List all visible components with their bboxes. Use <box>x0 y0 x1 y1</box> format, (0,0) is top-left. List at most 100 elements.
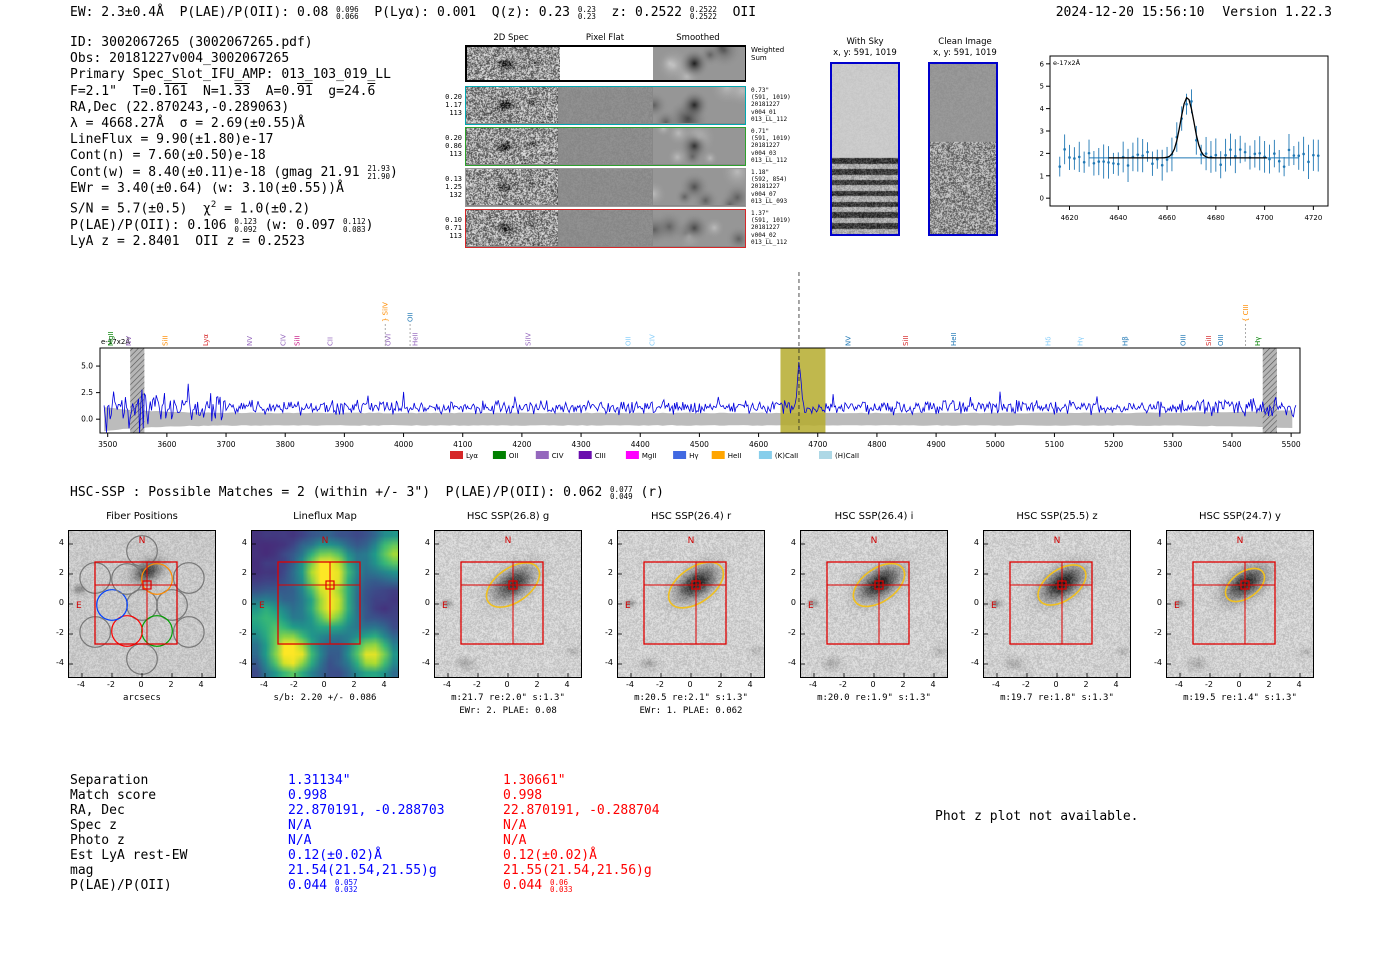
spec2d-row-left-label: 0.13 1.25 132 <box>440 175 462 199</box>
y-tick-label: 0 <box>973 598 979 607</box>
value: 0.20 <box>445 134 462 142</box>
cutout-overlay: NE <box>618 536 752 677</box>
line-fit-svg: 0 1 2 3 4 5 6 4620 4640 4660 4680 4700 4720 e-17x2Å <box>1040 55 1329 222</box>
source-marker-square <box>508 580 518 590</box>
cutout-canvas <box>1167 531 1313 677</box>
y-tick-label: 4 <box>424 538 430 547</box>
spectrum-trace <box>103 362 1297 433</box>
cutout-caption: m:19.5 re:1.4" s:1.3" <box>1183 693 1297 703</box>
value: (591, 1019) <box>751 217 791 225</box>
y-tick-label: 4 <box>1040 105 1045 113</box>
compass-north-label: N <box>1054 536 1061 546</box>
y-tick-label: 5.0 <box>81 362 93 371</box>
spec2d-row-left-label: 0.20 0.86 113 <box>440 134 462 158</box>
y-tick-label: -4 <box>971 658 979 667</box>
extract-aperture-square <box>643 561 727 645</box>
line-marker-label: SiII <box>162 335 170 346</box>
y-tick-label: -4 <box>788 658 796 667</box>
cleanimage-title: Clean Image <box>938 37 992 47</box>
y-tick-label: -4 <box>1154 658 1162 667</box>
source-marker-square <box>1240 580 1250 590</box>
line-marker-label: CIV <box>279 334 287 346</box>
x-tick-label: 5400 <box>1222 440 1241 449</box>
value: (591, 1019) <box>751 94 791 102</box>
info-line: LyA z = 2.8401 OII z = 0.2523 <box>70 233 305 249</box>
line-marker-label: CIV <box>649 334 657 346</box>
value: (592, 854) <box>751 176 788 184</box>
source-marker-square <box>874 580 884 590</box>
info-line: ID: 3002067265 (3002067265.pdf) <box>70 35 313 50</box>
x-tick-label: 4 <box>930 680 936 689</box>
withsky-coords: x, y: 591, 1019 <box>833 48 897 58</box>
line-fit-plot: 0 1 2 3 4 5 6 4620 4640 4660 4680 4700 4720 e-17x2Å <box>1040 48 1350 233</box>
data-point <box>1277 159 1281 163</box>
spec2d-row-right-label: 0.71" (591, 1019) 20181227 v004_03 013_LL_11… <box>751 128 791 164</box>
x-tick-label: 5300 <box>1163 440 1182 449</box>
y-tick-label: -2 <box>605 628 613 637</box>
data-point <box>1316 154 1320 157</box>
data-point <box>1258 151 1262 155</box>
cutout-title: HSC SSP(25.5) z <box>1016 511 1098 522</box>
info-line: S/N = 5.7(±0.5) χ2 = 1.0(±0.2) <box>70 200 311 217</box>
data-point <box>1214 153 1218 157</box>
x-tick-label: 4200 <box>512 440 531 449</box>
cutout-caption2: EWr: 2. PLAE: 0.08 <box>459 706 557 716</box>
x-tick-label: 4720 <box>1304 214 1322 222</box>
compass-north-label: N <box>139 536 146 546</box>
line-marker-label: NV <box>246 336 254 346</box>
match-value: N/A <box>288 833 312 848</box>
spec2d-image <box>467 47 560 80</box>
match-row-label: Match score <box>70 788 157 803</box>
line-marker-label: MgII <box>107 331 115 346</box>
data-point <box>1160 163 1164 167</box>
info-line: λ = 4668.27Å σ = 2.69(±0.55)Å <box>70 116 305 132</box>
x-tick-label: -2 <box>1205 680 1213 689</box>
cutout-panel-fiber: Fiber Positions N E -4 -4 -2 -2 0 0 2 2 4 4 arcsecs <box>56 511 216 730</box>
x-tick-label: 3700 <box>216 440 235 449</box>
legend-label: Lyα <box>466 452 478 460</box>
data-point <box>1199 153 1203 156</box>
fiber-circle <box>141 615 173 647</box>
x-tick-label: 2 <box>351 680 357 689</box>
x-tick-label: 4600 <box>749 440 768 449</box>
compass-east-label: E <box>991 601 997 611</box>
match-row-label: P(LAE)/P(OII) <box>70 878 172 893</box>
compass-north-label: N <box>871 536 878 546</box>
compass-north-label: N <box>688 536 695 546</box>
y-tick-label: 0 <box>607 598 613 607</box>
legend-label: MgII <box>642 452 657 460</box>
source-marker-square <box>691 580 701 590</box>
compass-east-label: E <box>1174 601 1180 611</box>
smoothed-image <box>653 169 745 205</box>
match-value: 1.30661" <box>503 773 566 788</box>
match-value-plae: 0.044 0.06 0.033 <box>503 877 573 894</box>
info-line: Cont(w) = 8.40(±0.11)e-18 (gmag 21.91 21… <box>70 164 398 181</box>
cutout-row: Fiber Positions N E -4 -4 -2 -2 0 0 2 2 4 4 arcsecs Li… <box>0 505 1400 735</box>
y-tick-label: -4 <box>56 658 64 667</box>
info-line: RA,Dec (22.870243,-0.289063) <box>70 99 290 115</box>
y-tick-label: -4 <box>239 658 247 667</box>
cutout-overlay: NE <box>801 536 935 677</box>
x-tick-label: 5200 <box>1104 440 1123 449</box>
cleanimage-coords: x, y: 591, 1019 <box>933 48 997 58</box>
y-tick-label: 4 <box>1156 538 1162 547</box>
info-line: P(LAE)/P(OII): 0.106 0.123 0.092 (w: 0.09… <box>70 217 374 234</box>
y-tick-label: -2 <box>422 628 430 637</box>
line-marker-label: SiIV <box>524 333 532 346</box>
match-value: 21.55(21.54,21.56)g <box>503 863 652 878</box>
cutout-caption: arcsecs <box>123 693 161 703</box>
data-point <box>1146 150 1149 154</box>
cutout-title: HSC SSP(26.4) r <box>650 511 732 522</box>
withsky-panel <box>830 62 900 236</box>
weighted-sum-label: Weighted Sum <box>751 46 785 62</box>
extract-aperture-square <box>826 561 910 645</box>
x-tick-label: 3500 <box>98 440 117 449</box>
data-point <box>1112 162 1115 165</box>
legend-swatch <box>625 451 639 459</box>
y-tick-label: 2 <box>790 568 796 577</box>
x-tick-label: 4620 <box>1061 214 1079 222</box>
source-ellipse <box>852 562 906 608</box>
